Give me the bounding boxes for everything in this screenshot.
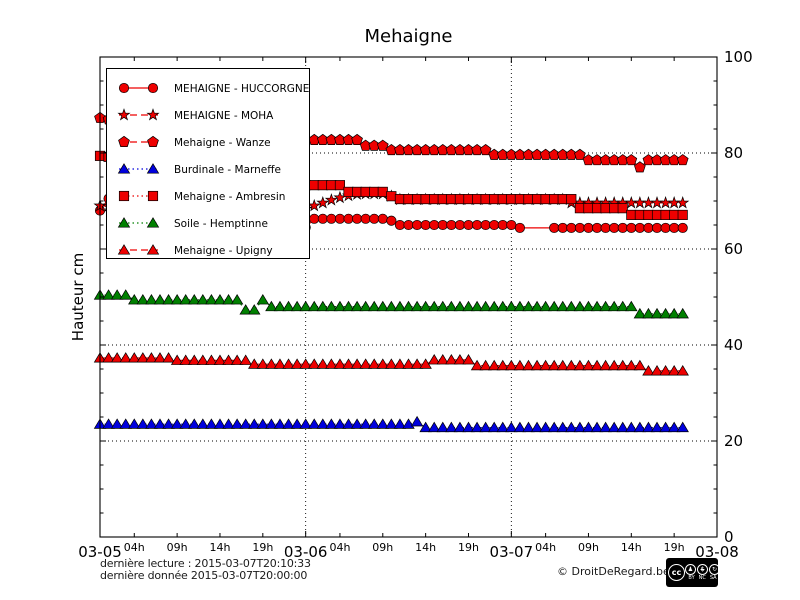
x-tick-label: 09h — [167, 541, 188, 554]
legend-label: Mehaigne - Ambresin — [174, 191, 285, 203]
y-tick-label: 60 — [724, 240, 743, 258]
x-tick-label: 03-07 — [490, 543, 534, 561]
x-tick-label: 14h — [415, 541, 436, 554]
footer-last-read: dernière lecture : 2015-03-07T20:10:33 — [100, 557, 311, 570]
legend-label: MEHAIGNE - HUCCORGNE — [174, 83, 309, 95]
axis-tick-labels: 03-05 04h 09h 14h 19h 03-06 04h 09h 14h 19h 03-07 0… — [78, 48, 752, 561]
axes-ticks — [99, 56, 718, 538]
footer-last-data: dernière donnée 2015-03-07T20:00:00 — [100, 569, 308, 582]
x-tick-label: 09h — [578, 541, 599, 554]
legend-label: MEHAIGNE - MOHA — [174, 110, 274, 122]
cc-sa-icon: ↻ — [709, 564, 720, 575]
legend-label: Mehaigne - Wanze — [174, 137, 271, 149]
y-tick-label: 80 — [724, 144, 743, 162]
legend-label: Soile - Hemptinne — [174, 218, 268, 230]
cc-by-icon: ♟ — [685, 564, 696, 575]
y-tick-label: 40 — [724, 336, 743, 354]
cc-nc-label: NC — [698, 575, 706, 581]
legend-label: Mehaigne - Upigny — [174, 245, 273, 257]
x-tick-label: 04h — [124, 541, 145, 554]
y-tick-label: 0 — [724, 528, 734, 546]
series-burdinale-marneffe — [93, 415, 689, 433]
cc-nc-icon: $ — [697, 564, 708, 575]
legend-label: Burdinale - Marneffe — [174, 164, 281, 176]
x-tick-label: 03-05 — [78, 543, 122, 561]
x-tick-label: 04h — [535, 541, 556, 554]
x-tick-label: 14h — [621, 541, 642, 554]
cc-sa-label: SA — [709, 575, 717, 581]
x-tick-label: 14h — [209, 541, 230, 554]
x-tick-label: 19h — [252, 541, 273, 554]
x-tick-label: 19h — [458, 541, 479, 554]
x-tick-label: 03-06 — [284, 543, 328, 561]
legend: MEHAIGNE - HUCCORGNE MEHAIGNE - MOHA Mehai… — [106, 68, 310, 259]
y-tick-label: 100 — [724, 48, 753, 66]
copyright: © DroitDeRegard.be — [557, 565, 670, 578]
y-tick-label: 20 — [724, 432, 743, 450]
cc-logo-icon: cc — [668, 564, 685, 581]
series-mehaigne-upigny — [93, 352, 689, 376]
series-soile-hemptinne — [93, 289, 689, 319]
x-tick-label: 09h — [372, 541, 393, 554]
cc-license-badge: cc ♟ $ ↻ BY NC SA — [666, 558, 720, 587]
x-tick-label: 03-08 — [695, 543, 739, 561]
x-tick-label: 19h — [664, 541, 685, 554]
chart-title: Mehaigne — [364, 26, 453, 47]
x-tick-label: 04h — [329, 541, 350, 554]
cc-by-label: BY — [688, 575, 695, 581]
y-axis-label: Hauteur cm — [69, 252, 87, 342]
